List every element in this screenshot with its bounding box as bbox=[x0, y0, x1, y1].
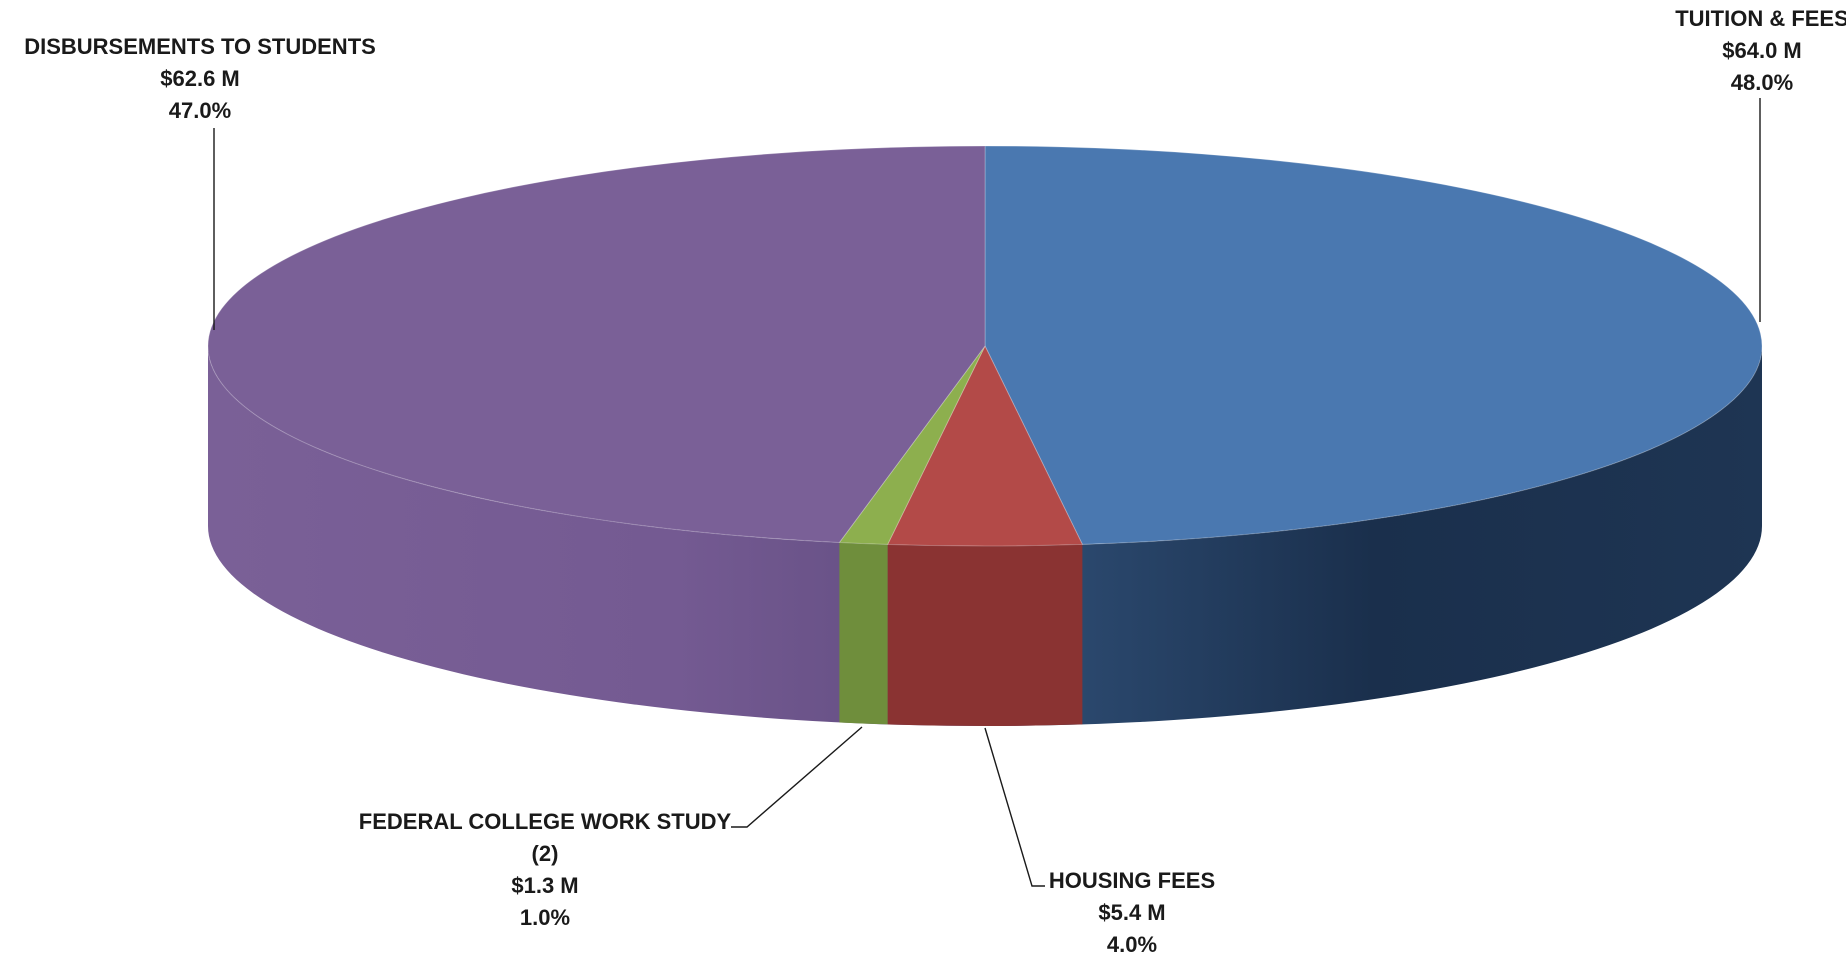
leader-line-workstudy bbox=[731, 726, 863, 828]
label-workstudy-amount: $1.3 M bbox=[511, 873, 578, 898]
label-housing-percent: 4.0% bbox=[1107, 932, 1157, 954]
label-housing-amount: $5.4 M bbox=[1098, 900, 1165, 925]
pie-slice-disbursements bbox=[207, 145, 986, 543]
label-tuition-name: TUITION & FEES bbox=[1675, 6, 1846, 31]
label-housing: HOUSING FEES $5.4 M 4.0% bbox=[1049, 868, 1215, 954]
pie-side-housing bbox=[887, 544, 1083, 726]
label-housing-name: HOUSING FEES bbox=[1049, 868, 1215, 893]
label-workstudy: FEDERAL COLLEGE WORK STUDY (2) $1.3 M 1.… bbox=[359, 809, 732, 930]
pie-slice-workstudy bbox=[838, 345, 986, 545]
label-disbursements-percent: 47.0% bbox=[169, 98, 231, 123]
label-tuition-amount: $64.0 M bbox=[1722, 38, 1802, 63]
pie-slice-housing bbox=[886, 344, 1084, 547]
label-workstudy-name: FEDERAL COLLEGE WORK STUDY bbox=[359, 809, 732, 834]
pie-front-panels bbox=[839, 542, 1083, 726]
pie-slice-tuition bbox=[984, 145, 1763, 545]
pie-side-workstudy bbox=[839, 542, 888, 725]
label-tuition-percent: 48.0% bbox=[1731, 70, 1793, 95]
label-tuition: TUITION & FEES $64.0 M 48.0% bbox=[1675, 6, 1846, 95]
pie-side-wall bbox=[208, 346, 1762, 726]
label-workstudy-note: (2) bbox=[532, 841, 559, 866]
label-disbursements-name: DISBURSEMENTS TO STUDENTS bbox=[24, 34, 376, 59]
pie-slices bbox=[207, 145, 1763, 547]
label-workstudy-percent: 1.0% bbox=[520, 905, 570, 930]
label-disbursements-amount: $62.6 M bbox=[160, 66, 240, 91]
leader-line-housing bbox=[984, 727, 1045, 887]
label-disbursements: DISBURSEMENTS TO STUDENTS $62.6 M 47.0% bbox=[24, 34, 376, 123]
